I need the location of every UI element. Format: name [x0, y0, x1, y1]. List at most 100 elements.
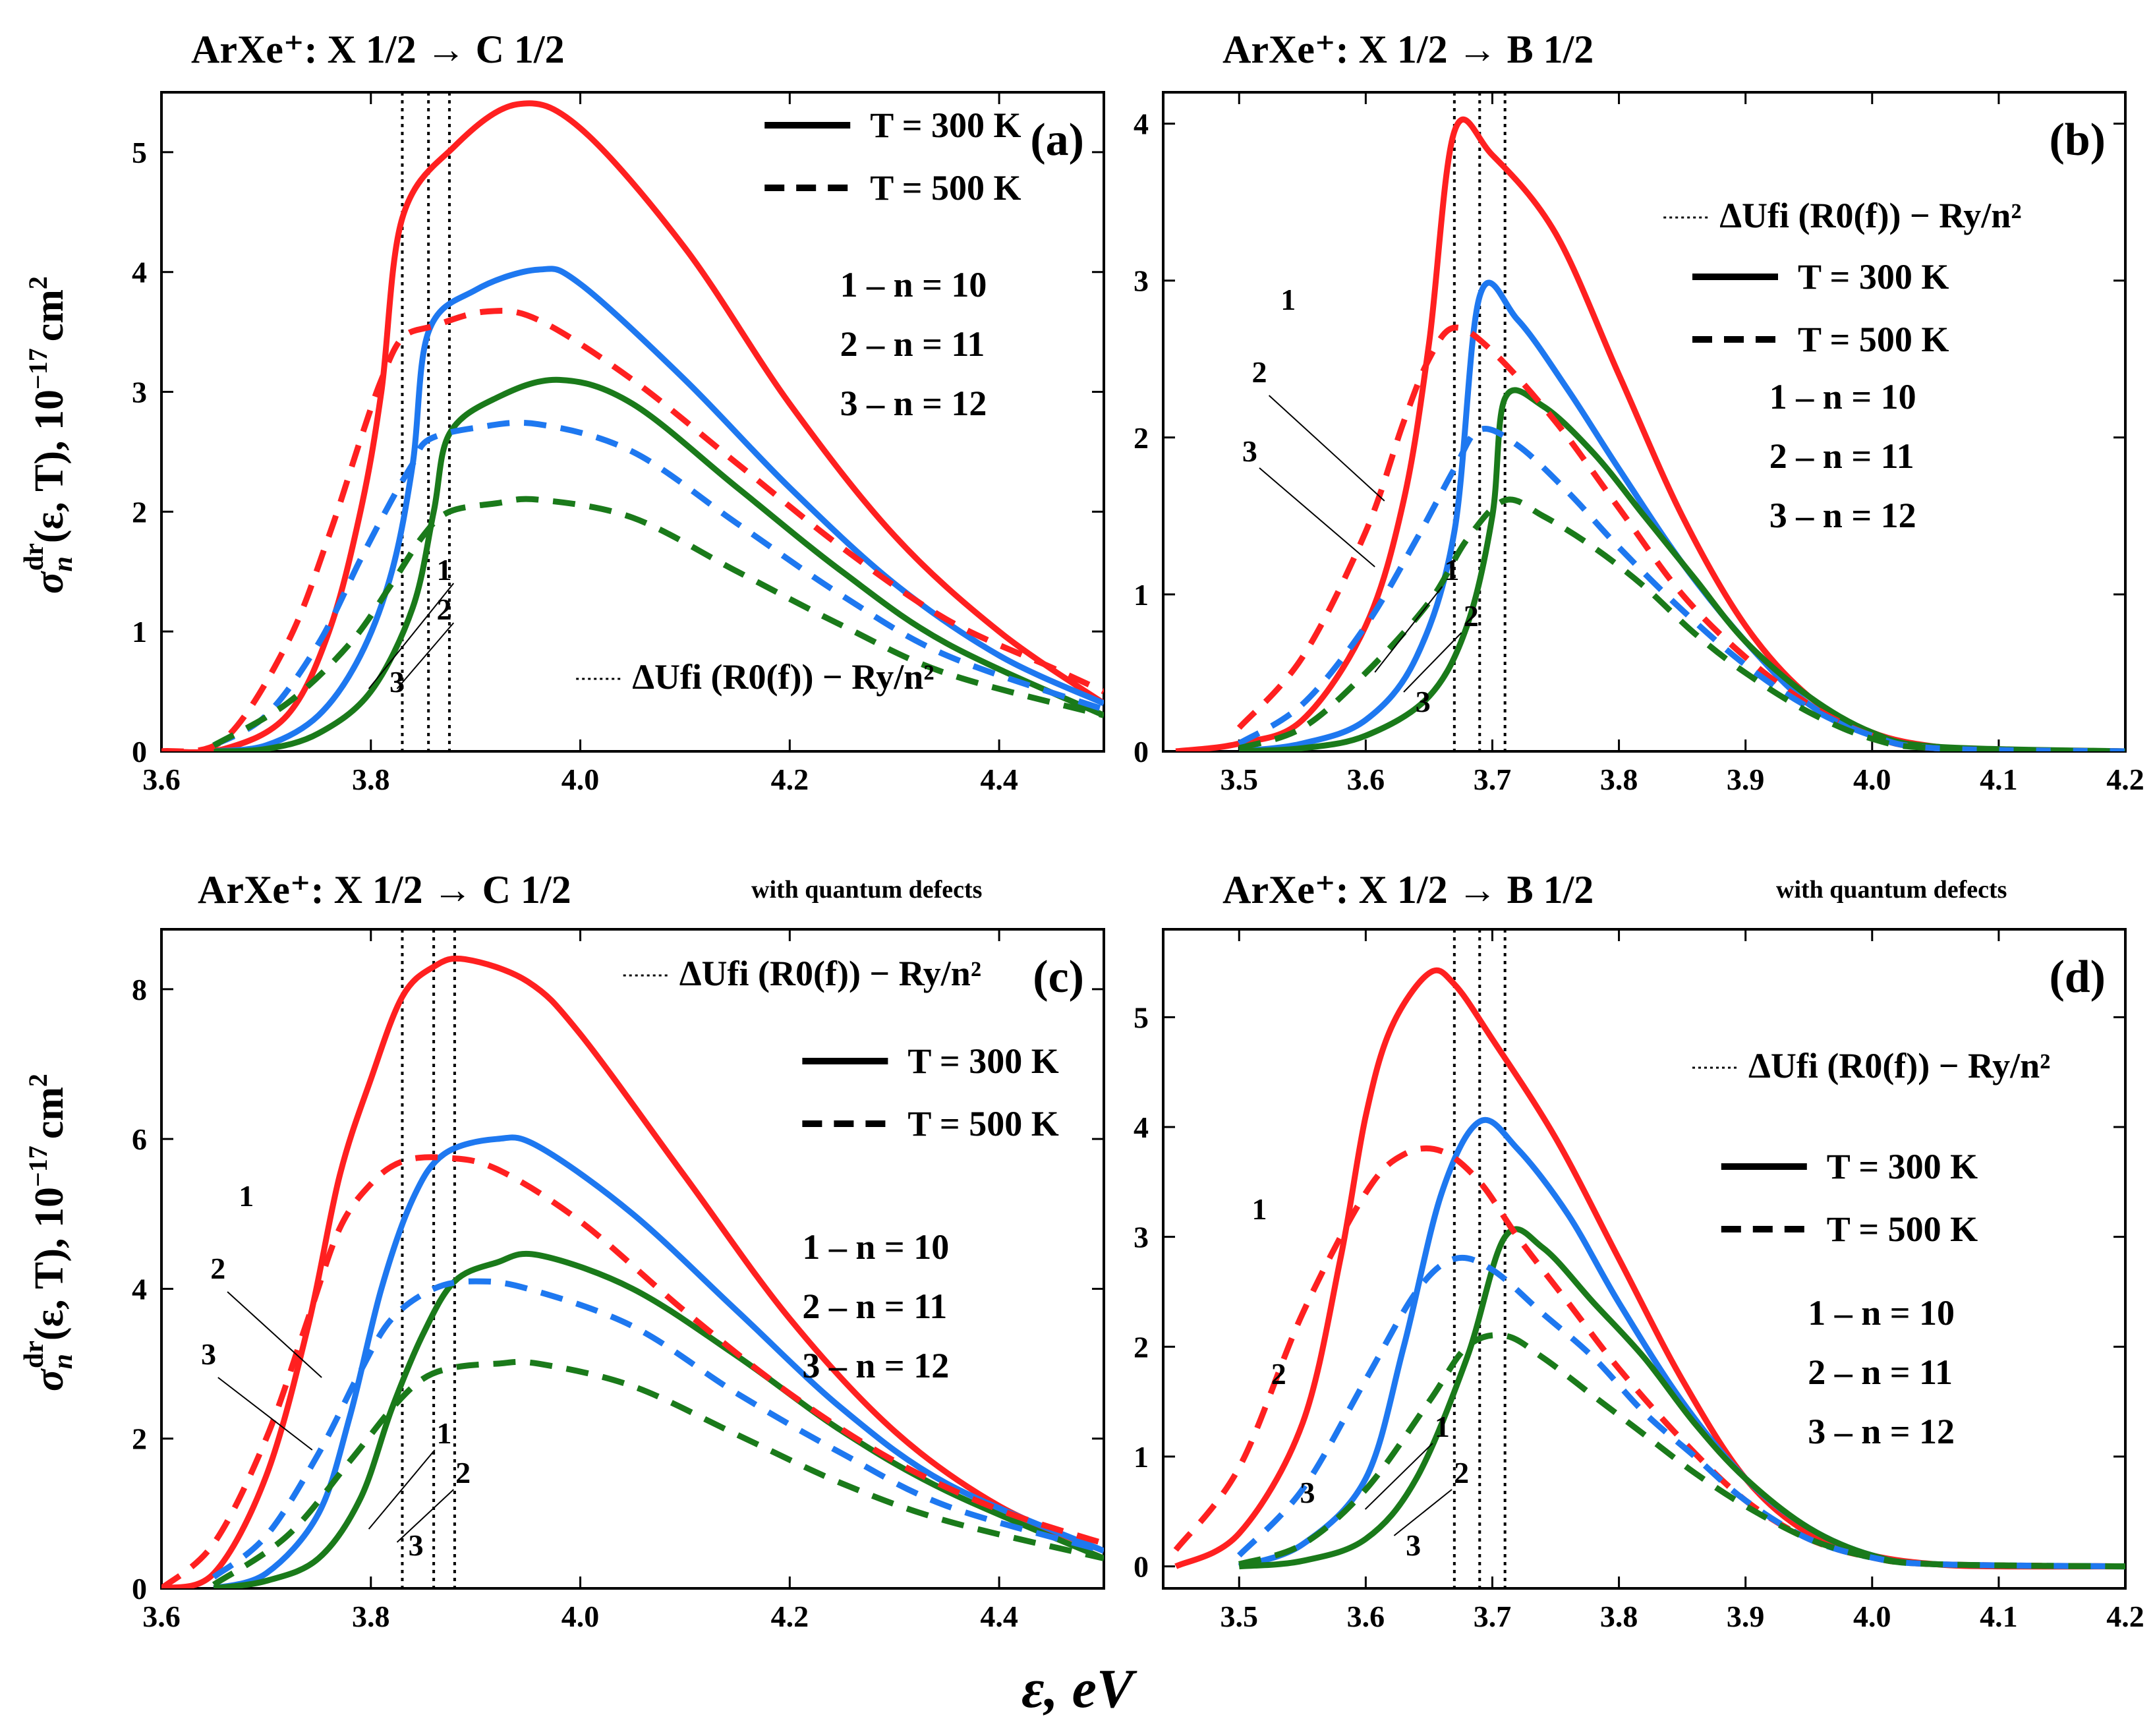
- series-line-n12-T500: [212, 1358, 1104, 1588]
- series-line-n10-T500: [1236, 324, 2125, 751]
- chart-title: ArXe⁺: X 1/2 → C 1/2: [191, 28, 565, 71]
- curve-number-label: 3: [1242, 434, 1257, 468]
- curve-number-label: 2: [1454, 1456, 1469, 1490]
- series-line-n10-T300: [161, 955, 1104, 1588]
- panel-label: (d): [2049, 952, 2106, 1002]
- plot-area: [1175, 92, 2125, 751]
- series-line-n10-T500: [161, 308, 1104, 751]
- x-tick-label: 3.5: [1221, 763, 1259, 796]
- series-line-n11-T500: [1237, 426, 2125, 751]
- curve-number-label: 1: [437, 553, 452, 587]
- legend-label-threshold: ΔUfi (R0(f)) − Ry/n²: [1719, 196, 2021, 235]
- series-line-n10-T300: [161, 100, 1104, 751]
- curve-number-label: 2: [1464, 599, 1479, 633]
- x-tick-label: 3.6: [142, 1600, 181, 1633]
- x-tick-label: 3.9: [1727, 1600, 1765, 1633]
- legend-n-label: 2 – n = 11: [802, 1287, 947, 1326]
- series-line-n12-T500: [1238, 1332, 2125, 1570]
- chart-subtitle: with quantum defects: [751, 876, 982, 904]
- legend-n-label: 1 – n = 10: [802, 1227, 949, 1267]
- y-tick-label: 6: [132, 1122, 147, 1156]
- plot-frame: [1162, 928, 2127, 1590]
- curve-number-leader: [1403, 632, 1462, 693]
- y-tick-label: 0: [132, 1572, 147, 1606]
- chart-title: ArXe⁺: X 1/2 → B 1/2: [1222, 28, 1594, 71]
- x-tick-label: 3.8: [1600, 763, 1638, 796]
- y-tick-label: 1: [1134, 1440, 1149, 1474]
- legend-n-label: 3 – n = 12: [802, 1346, 949, 1385]
- curve-number-label: 2: [1252, 355, 1267, 389]
- curve-number-leader: [396, 622, 455, 689]
- legend-label-dashed: T = 500 K: [870, 168, 1021, 208]
- y-tick-label: 4: [1134, 1111, 1149, 1144]
- y-tick-label: 8: [132, 973, 147, 1006]
- y-tick-label: 0: [132, 735, 147, 768]
- curve-number-label: 3: [409, 1528, 424, 1562]
- curve-number-label: 1: [1445, 553, 1460, 587]
- y-tick-label: 5: [132, 136, 147, 169]
- chart-panel-c: ArXe⁺: X 1/2 → C 1/2 with quantum defects…: [132, 868, 1105, 1633]
- y-axis-label: σndr(ε, T), 10−17cm2: [19, 1074, 78, 1391]
- panel-label: (b): [2049, 115, 2106, 165]
- plot-area: [1173, 929, 2125, 1588]
- series-line-n11-T300: [213, 1134, 1104, 1588]
- curve-number-label: 3: [389, 665, 405, 699]
- chart-panel-a: ArXe⁺: X 1/2 → C 1/2 3.6 3.8 4.0 4.2 4.4 0 1 2 3 4…: [132, 28, 1105, 796]
- series-line-n12-T300: [214, 376, 1104, 751]
- y-tick-label: 4: [132, 256, 147, 289]
- legend-label-dashed: T = 500 K: [1827, 1209, 1978, 1249]
- y-tick-label: 0: [1134, 1550, 1149, 1584]
- x-tick-label: 3.8: [352, 763, 390, 796]
- x-tick-label: 4.2: [2106, 763, 2144, 796]
- y-tick-label: 2: [1134, 421, 1149, 455]
- x-tick-label: 4.2: [2106, 1600, 2144, 1633]
- x-tick-label: 4.0: [1853, 1600, 1891, 1633]
- legend-label-threshold: ΔUfi (R0(f)) − Ry/n²: [1748, 1046, 2050, 1085]
- y-tick-label: 3: [132, 376, 147, 409]
- series-line-n12-T300: [1239, 387, 2125, 751]
- y-tick-label: 3: [1134, 264, 1149, 298]
- y-tick-label: 2: [132, 1422, 147, 1456]
- legend-label-solid: T = 300 K: [870, 105, 1021, 145]
- curve-number-leader: [396, 1489, 454, 1543]
- y-tick-label: 5: [1134, 1000, 1149, 1034]
- x-axis-label: ε, eV: [1021, 1658, 1137, 1720]
- legend-label-solid: T = 300 K: [1827, 1147, 1978, 1186]
- y-axis-label-bottom: σndr(ε, T), 10−17cm2: [19, 1074, 78, 1391]
- legend-label-dashed: T = 500 K: [907, 1104, 1058, 1143]
- x-tick-label: 4.4: [980, 763, 1018, 796]
- panel-label: (a): [1030, 115, 1084, 165]
- curve-number-leader: [217, 1377, 313, 1451]
- curve-number-label: 2: [1271, 1357, 1286, 1391]
- legend-n-label: 1 – n = 10: [1808, 1293, 1955, 1333]
- x-tick-label: 3.8: [1600, 1600, 1638, 1633]
- x-tick-label: 3.6: [1347, 763, 1385, 796]
- plot-frame: [160, 928, 1105, 1590]
- curve-number-label: 1: [437, 1416, 452, 1450]
- legend-label-threshold: ΔUfi (R0(f)) − Ry/n²: [632, 657, 934, 697]
- curve-number-leader: [368, 583, 455, 689]
- x-tick-label: 4.2: [771, 1600, 809, 1633]
- series-line-n11-T500: [212, 419, 1104, 748]
- y-axis-label-top: σndr(ε, T), 10−17cm2: [19, 276, 78, 594]
- series-line-n10-T500: [161, 1154, 1104, 1588]
- x-tick-label: 4.0: [561, 763, 600, 796]
- panel-label: (c): [1033, 952, 1084, 1002]
- legend-n-label: 3 – n = 12: [1808, 1412, 1955, 1451]
- chart-panel-b: ArXe⁺: X 1/2 → B 1/2 3.5 3.6 3.7 3.8 3.9 4.0 4.…: [1134, 28, 2144, 796]
- y-tick-label: 2: [132, 495, 147, 529]
- x-tick-label: 3.8: [352, 1600, 390, 1633]
- legend-n-label: 2 – n = 11: [1769, 436, 1914, 476]
- curve-number-label: 3: [1406, 1528, 1421, 1562]
- x-tick-label: 3.9: [1727, 763, 1765, 796]
- curve-number-label: 2: [455, 1456, 471, 1490]
- series-line-n11-T500: [1237, 1254, 2125, 1570]
- y-tick-label: 2: [1134, 1330, 1149, 1364]
- chart-panels: ArXe⁺: X 1/2 → C 1/23.6 3.8 4.0 4.2 4.401234…: [132, 28, 2144, 1633]
- legend-label-solid: T = 300 K: [1798, 257, 1949, 297]
- y-tick-label: 1: [132, 615, 147, 649]
- chart-title: ArXe⁺: X 1/2 → B 1/2: [1222, 868, 1594, 911]
- curve-number-leader: [1364, 1443, 1433, 1510]
- series-line-n12-T500: [212, 496, 1104, 748]
